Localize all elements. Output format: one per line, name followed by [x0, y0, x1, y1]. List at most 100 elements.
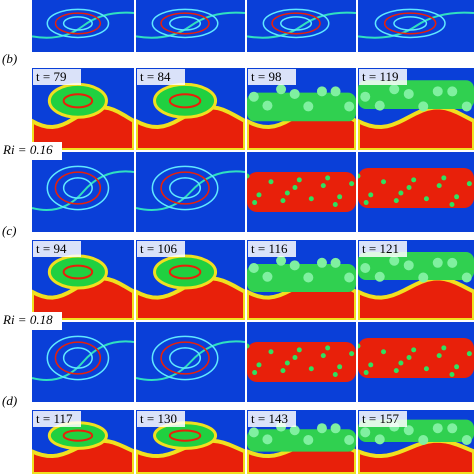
speckle — [441, 345, 447, 351]
eddy — [360, 263, 371, 273]
panel — [32, 0, 134, 52]
braid — [358, 11, 474, 39]
time-label: t = 121 — [362, 241, 399, 256]
time-label-bg — [248, 241, 296, 257]
time-label: t = 79 — [36, 69, 66, 84]
eddy — [461, 435, 472, 446]
heavy-fluid — [32, 109, 134, 150]
panel — [358, 152, 474, 232]
vortex-ring — [160, 171, 210, 205]
mixing-layer — [358, 80, 474, 109]
speckle — [423, 196, 429, 202]
braid — [32, 170, 134, 211]
panel — [32, 152, 134, 232]
eddy — [316, 86, 327, 97]
braid — [136, 170, 245, 211]
speckle — [296, 177, 302, 183]
speckle — [252, 200, 258, 206]
vortex-ring — [393, 16, 428, 31]
vortex — [153, 421, 218, 450]
time-label-bg — [137, 411, 185, 427]
eddy — [248, 91, 259, 102]
vortex-ring — [383, 12, 437, 35]
time-label: t = 106 — [140, 241, 177, 256]
time-label-bg — [33, 69, 81, 85]
speckle — [363, 370, 369, 376]
eddy — [374, 434, 385, 445]
time-label: t = 119 — [362, 69, 398, 84]
vortex — [47, 254, 108, 290]
speckle — [325, 175, 331, 181]
heavy-fluid — [32, 442, 134, 474]
vortex-ring — [280, 16, 313, 31]
time-label: t = 130 — [140, 411, 177, 426]
interface — [358, 105, 474, 150]
vortex-ring — [262, 8, 330, 39]
vortex-core — [168, 429, 202, 442]
eddy — [289, 88, 300, 99]
panel — [247, 240, 356, 320]
vortex-ring — [169, 177, 202, 199]
eddy — [360, 91, 371, 102]
speckle — [337, 364, 343, 370]
speckle — [358, 173, 361, 179]
vortex-ring — [62, 16, 93, 31]
speckle — [292, 355, 298, 361]
speckle — [398, 360, 404, 366]
eddy — [447, 257, 458, 268]
speckle — [358, 343, 361, 349]
ri-label-bg — [0, 312, 62, 330]
speckle — [441, 175, 447, 181]
eddy — [389, 255, 400, 266]
panel — [136, 68, 245, 150]
mixing-layer — [247, 92, 356, 122]
ri-label: Ri = 0.18 — [2, 312, 53, 327]
speckle — [284, 190, 290, 196]
vortex-ring — [46, 8, 110, 39]
time-label: t = 157 — [362, 411, 399, 426]
eddy — [303, 272, 314, 283]
speckle — [332, 201, 338, 207]
eddy — [403, 88, 414, 99]
vortex-core — [62, 93, 94, 109]
turbulent-band — [247, 172, 356, 212]
eddy — [374, 100, 385, 111]
speckle — [449, 371, 455, 377]
braid — [32, 11, 134, 39]
speckle — [349, 351, 355, 357]
speckle — [393, 198, 399, 204]
vortex-ring — [169, 347, 202, 369]
eddy — [432, 86, 443, 97]
speckle — [247, 343, 250, 349]
speckle — [332, 371, 338, 377]
heavy-fluid — [136, 109, 245, 150]
vortex — [153, 82, 218, 119]
vortex-ring — [62, 177, 93, 199]
eddy — [344, 101, 355, 112]
speckle — [454, 194, 460, 200]
eddy — [447, 423, 458, 434]
time-label: t = 84 — [140, 69, 171, 84]
vortex-ring — [54, 171, 102, 205]
speckle — [337, 194, 343, 200]
speckle — [381, 179, 387, 185]
speckle — [454, 364, 460, 370]
speckle — [320, 353, 326, 359]
eddy — [330, 257, 341, 268]
eddy — [289, 425, 300, 436]
panel — [247, 68, 356, 150]
speckle — [349, 181, 355, 187]
speckle — [436, 353, 442, 359]
speckle — [393, 368, 399, 374]
speckle — [296, 347, 302, 353]
eddy — [403, 260, 414, 271]
interface — [358, 438, 474, 474]
eddy — [330, 86, 341, 97]
speckle — [308, 366, 314, 372]
time-label-bg — [359, 411, 407, 427]
vortex-core — [168, 93, 202, 109]
turbulent-band — [358, 168, 474, 208]
vortex-ring — [160, 341, 210, 375]
panel — [358, 322, 474, 402]
speckle — [411, 347, 417, 353]
